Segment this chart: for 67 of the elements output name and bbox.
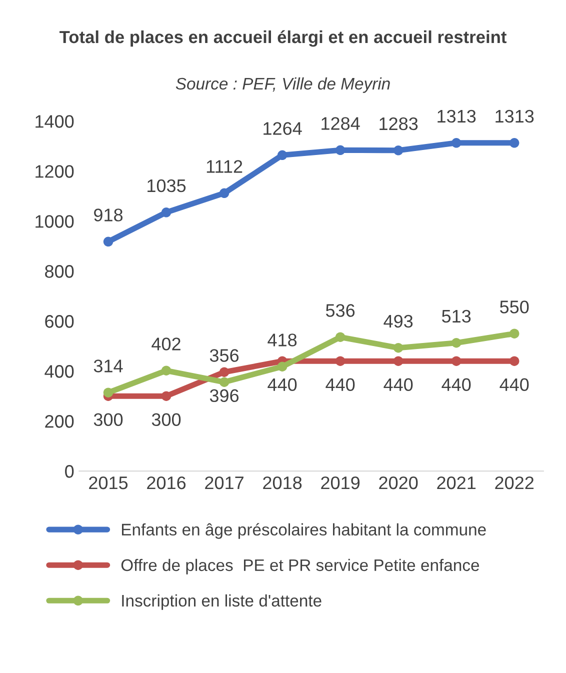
point bbox=[335, 145, 346, 155]
data-label: 300 bbox=[94, 413, 123, 426]
data-label: 1313 bbox=[496, 110, 534, 123]
y-tick-label: 1400 bbox=[36, 115, 74, 128]
x-tick-label: 2019 bbox=[321, 476, 360, 490]
point bbox=[161, 366, 172, 376]
point bbox=[103, 388, 114, 398]
point bbox=[161, 391, 172, 401]
data-label: 440 bbox=[500, 378, 529, 392]
point bbox=[219, 377, 230, 387]
point bbox=[103, 236, 114, 246]
data-label: 314 bbox=[94, 360, 123, 372]
point bbox=[509, 356, 520, 366]
data-label: 1284 bbox=[322, 117, 360, 130]
data-label: 418 bbox=[268, 334, 297, 346]
data-label: 1283 bbox=[380, 117, 418, 130]
data-label: 440 bbox=[268, 378, 297, 392]
point bbox=[393, 146, 404, 156]
point bbox=[219, 188, 230, 198]
data-label: 440 bbox=[442, 378, 471, 392]
legend-label: Enfants en âge préscolaires habitant la commune bbox=[122, 523, 486, 539]
data-label: 1035 bbox=[148, 179, 186, 192]
x-tick-label: 2021 bbox=[437, 476, 476, 490]
data-label: 550 bbox=[500, 300, 529, 314]
point bbox=[161, 208, 172, 218]
x-tick-label: 2017 bbox=[205, 476, 244, 490]
x-tick-label: 2020 bbox=[379, 476, 418, 490]
point bbox=[393, 343, 404, 353]
x-tick-label: 2015 bbox=[89, 476, 128, 490]
x-tick-label: 2022 bbox=[495, 476, 534, 490]
data-label: 356 bbox=[210, 349, 239, 362]
x-tick-label: 2018 bbox=[263, 476, 302, 490]
data-label: 1112 bbox=[206, 160, 242, 173]
point bbox=[451, 356, 462, 366]
data-label: 440 bbox=[326, 378, 355, 392]
point bbox=[335, 356, 346, 366]
point bbox=[509, 138, 520, 148]
data-label: 1313 bbox=[438, 110, 476, 123]
data-label: 513 bbox=[442, 310, 471, 323]
y-tick-label: 1200 bbox=[36, 165, 74, 178]
data-label: 493 bbox=[384, 314, 413, 328]
point bbox=[277, 150, 288, 160]
legend-label: Inscription en liste d'attente bbox=[122, 594, 322, 610]
legend-label: Offre de places PE et PR service Petite enfance bbox=[121, 558, 480, 574]
y-tick-label: 400 bbox=[44, 365, 74, 378]
data-label: 536 bbox=[326, 304, 355, 317]
chart-title: Total de places en accueil élargi et en accueil restreint bbox=[60, 30, 507, 47]
y-tick-label: 800 bbox=[45, 265, 74, 278]
data-label: 1264 bbox=[264, 122, 302, 135]
point bbox=[509, 328, 520, 338]
x-tick-label: 2016 bbox=[147, 476, 186, 490]
data-label: 300 bbox=[152, 413, 181, 426]
data-label: 402 bbox=[152, 338, 180, 350]
y-tick-label: 200 bbox=[45, 415, 74, 428]
data-label: 440 bbox=[384, 378, 413, 392]
point bbox=[335, 332, 346, 342]
y-tick-label: 0 bbox=[65, 465, 74, 478]
data-label: 396 bbox=[210, 389, 239, 402]
data-label: 918 bbox=[94, 208, 123, 222]
point bbox=[393, 356, 404, 366]
chart-subtitle: Source : PEF, Ville de Meyrin bbox=[176, 77, 390, 93]
point bbox=[219, 367, 230, 377]
point bbox=[451, 338, 462, 348]
point bbox=[277, 362, 288, 372]
point bbox=[451, 138, 462, 148]
y-tick-label: 600 bbox=[45, 315, 74, 328]
y-tick-label: 1000 bbox=[36, 215, 74, 228]
